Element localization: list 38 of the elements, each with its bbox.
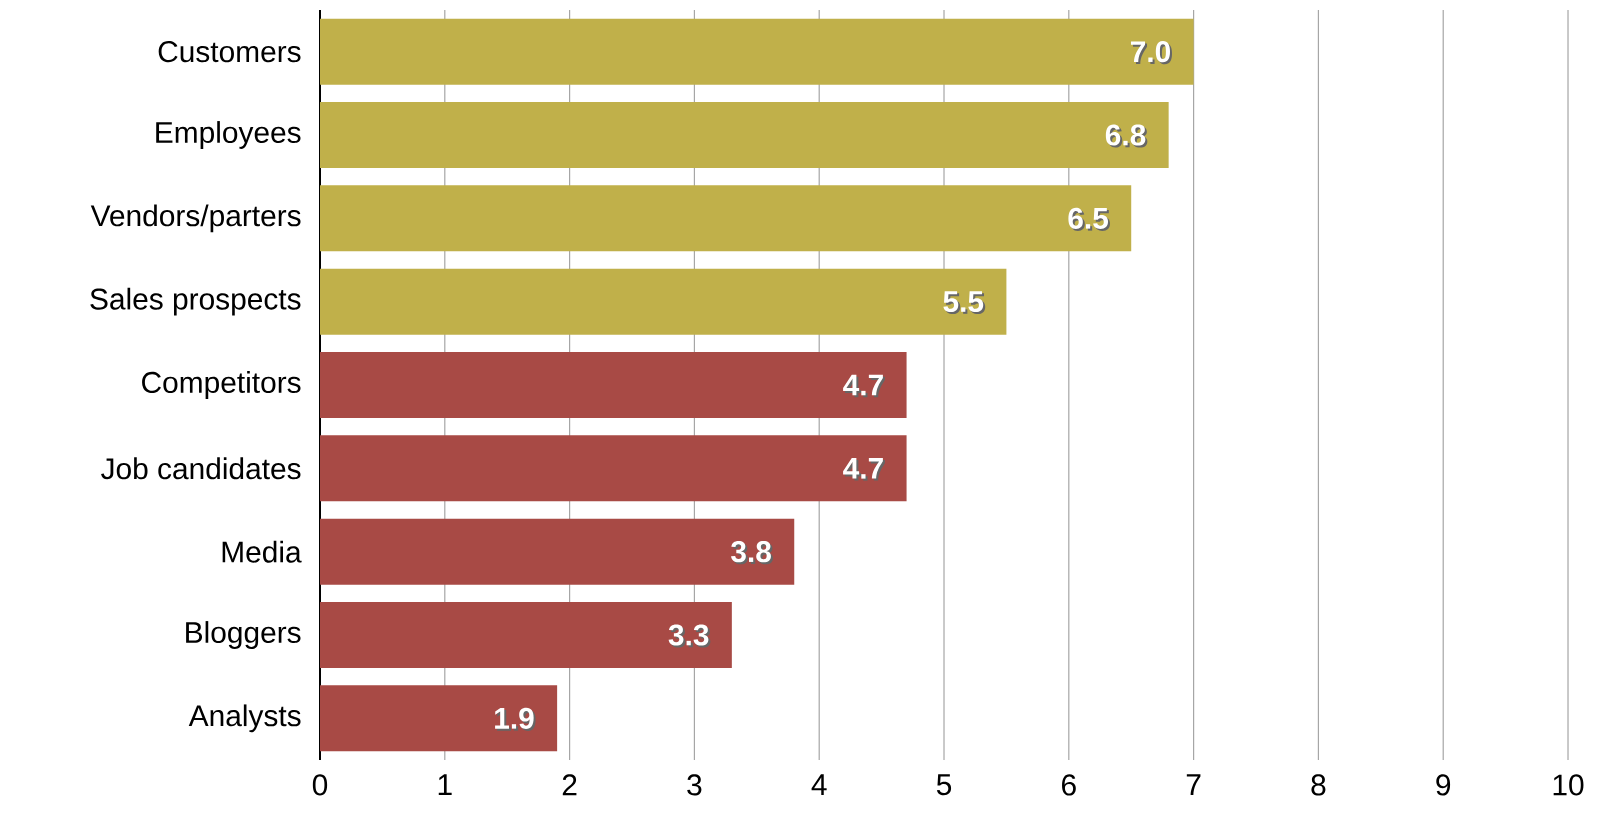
- bar: [320, 352, 907, 419]
- x-tick-label: 6: [1062, 774, 1076, 796]
- bar: [320, 18, 1194, 85]
- y-tick-label: Job candidates: [101, 457, 301, 480]
- data-label: 3.3: [670, 626, 711, 648]
- x-tick-label: 10: [1553, 774, 1584, 796]
- x-tick-label: 9: [1436, 774, 1451, 796]
- y-tick-label: Media: [222, 540, 302, 563]
- x-tick-label: 7: [1186, 774, 1201, 795]
- data-label: 4.7: [845, 460, 885, 481]
- x-tick-label: 4: [811, 774, 827, 795]
- y-tick-label: Sales prospects: [90, 287, 301, 316]
- x-tick-label: 3: [687, 774, 702, 796]
- x-tick-label: 1: [438, 774, 452, 795]
- bar: [320, 435, 907, 502]
- data-label: 5.5: [945, 293, 986, 315]
- data-label: 1.9: [497, 709, 536, 731]
- bar: [320, 518, 795, 585]
- x-tick-label: 8: [1311, 774, 1326, 796]
- x-tick-label: 2: [562, 774, 577, 796]
- bar: [320, 102, 1169, 168]
- y-tick-label: Competitors: [142, 371, 301, 399]
- bar: [320, 185, 1132, 252]
- data-label: 7.0: [1132, 43, 1172, 65]
- x-tick-label: 0: [312, 774, 328, 796]
- y-tick-label: Customers: [158, 41, 301, 63]
- bar: [320, 685, 558, 752]
- data-label: 3.8: [733, 543, 773, 565]
- data-label: 6.5: [1070, 209, 1111, 231]
- y-tick-label: Bloggers: [186, 621, 301, 649]
- bar: [320, 602, 732, 669]
- data-label: 4.7: [845, 376, 885, 398]
- x-tick-label: 5: [936, 774, 952, 796]
- y-tick-label: Vendors/parters: [90, 204, 301, 233]
- bar: [320, 268, 1007, 335]
- y-tick-label: Employees: [156, 121, 301, 149]
- y-tick-label: Analysts: [188, 704, 301, 733]
- data-label: 6.8: [1107, 126, 1148, 148]
